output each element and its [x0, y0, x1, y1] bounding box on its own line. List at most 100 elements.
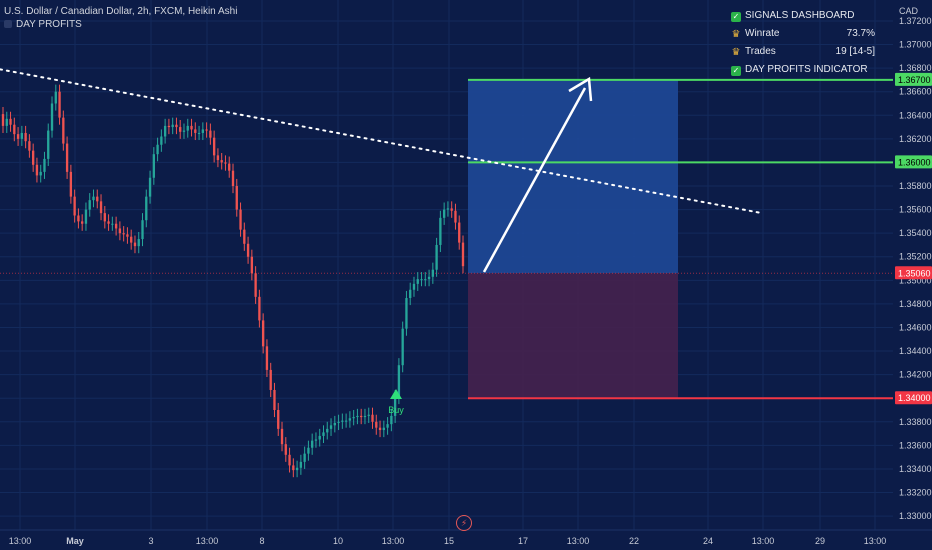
- candle-body: [216, 155, 220, 161]
- price-tick: 1.35400: [899, 228, 932, 238]
- trendline: [0, 68, 763, 215]
- time-label: 24: [703, 536, 713, 546]
- candle-body: [28, 141, 31, 151]
- indicator-legend[interactable]: DAY PROFITS: [4, 19, 82, 30]
- candle-body: [77, 215, 80, 222]
- candle-body: [450, 208, 453, 211]
- candle-body: [314, 439, 318, 441]
- candle-body: [148, 177, 152, 197]
- candle-body: [254, 273, 257, 297]
- price-tick: 1.34400: [899, 346, 932, 356]
- position-zones[interactable]: [0, 78, 893, 400]
- check-icon: ✓: [731, 66, 741, 76]
- lightning-icon[interactable]: ⚡: [456, 515, 472, 531]
- candle-body: [442, 209, 446, 218]
- candle-body: [20, 132, 24, 139]
- candle-body: [209, 130, 212, 138]
- candle-body: [141, 220, 144, 240]
- candle-body: [371, 414, 374, 422]
- price-tick: 1.33400: [899, 464, 932, 474]
- candle-body: [412, 283, 416, 290]
- candle-body: [122, 233, 125, 235]
- buy-label: Buy: [388, 405, 404, 415]
- candle-body: [356, 415, 359, 418]
- candle-body: [130, 236, 133, 243]
- time-label: 3: [148, 536, 153, 546]
- target-arrow-head: [568, 76, 593, 102]
- candle-body: [156, 144, 159, 155]
- candle-body: [258, 296, 261, 321]
- candle-body: [118, 228, 122, 234]
- candle-body: [367, 414, 370, 416]
- candle-body: [273, 389, 276, 411]
- price-tick: 1.34600: [899, 322, 932, 332]
- candle-body: [378, 427, 382, 431]
- indicator-toggle-icon: [4, 20, 12, 28]
- candle-body: [393, 397, 397, 416]
- candle-body: [58, 91, 61, 118]
- time-label: 13:00: [864, 536, 887, 546]
- candle-body: [363, 415, 367, 418]
- trades-value: 19 [14-5]: [835, 46, 875, 57]
- candle-body: [277, 410, 280, 429]
- price-tick: 1.37000: [899, 40, 932, 50]
- candle-body: [280, 428, 284, 445]
- time-label: 13:00: [567, 536, 590, 546]
- candle-body: [50, 103, 54, 131]
- candle-body: [454, 210, 457, 223]
- candle-body: [16, 134, 20, 139]
- candle-body: [194, 129, 197, 133]
- dashboard-title: SIGNALS DASHBOARD: [745, 10, 855, 21]
- candle-body: [397, 365, 401, 398]
- candle-body: [152, 154, 155, 178]
- symbol-title[interactable]: U.S. Dollar / Canadian Dollar, 2h, FXCM,…: [4, 6, 238, 17]
- price-tick: 1.35000: [899, 275, 932, 285]
- candle-body: [265, 346, 269, 370]
- candle-body: [292, 465, 295, 471]
- candle-body: [326, 428, 329, 433]
- candle-body: [190, 125, 193, 130]
- candle-body: [390, 415, 393, 425]
- time-label: 17: [518, 536, 528, 546]
- candle-body: [405, 298, 408, 329]
- candle-body: [337, 421, 340, 423]
- candle-body: [179, 127, 182, 132]
- candle-body: [54, 91, 57, 104]
- price-badge: [895, 266, 932, 280]
- candle-body: [160, 136, 163, 145]
- candle-body: [13, 124, 16, 135]
- candle-body: [99, 201, 103, 214]
- candle-body: [212, 137, 216, 156]
- candle-body: [35, 164, 39, 176]
- price-tick: 1.33000: [899, 511, 932, 521]
- candle-body: [186, 125, 189, 131]
- price-tick: 1.34800: [899, 299, 932, 309]
- candle-body: [133, 242, 137, 247]
- candle-body: [235, 186, 238, 210]
- price-tick: 1.34200: [899, 370, 932, 380]
- candle-body: [311, 440, 314, 448]
- time-label: 8: [259, 536, 264, 546]
- candle-body: [322, 432, 325, 436]
- candle-body: [348, 418, 352, 421]
- candle-body: [24, 132, 27, 142]
- candle-body: [73, 196, 76, 216]
- candle-body: [409, 289, 412, 299]
- indicator-label: DAY PROFITS: [16, 19, 82, 30]
- trades-row: ♛ Trades 19 [14-5]: [731, 43, 881, 61]
- candle-body: [224, 162, 227, 164]
- check-icon: ✓: [731, 12, 741, 22]
- candle-body: [401, 328, 404, 366]
- price-tick: 1.36200: [899, 134, 932, 144]
- candle-body: [303, 453, 306, 462]
- candle-body: [171, 124, 174, 128]
- trophy-icon: ♛: [731, 29, 741, 40]
- candle-body: [163, 125, 167, 137]
- candle-body: [1, 114, 5, 126]
- candle-body: [439, 217, 442, 245]
- candle-body: [9, 118, 12, 125]
- time-axis[interactable]: 13:00 May 3 13:00 8 10 13:00 15 17 13:00 22 24 13:00…: [0, 529, 932, 546]
